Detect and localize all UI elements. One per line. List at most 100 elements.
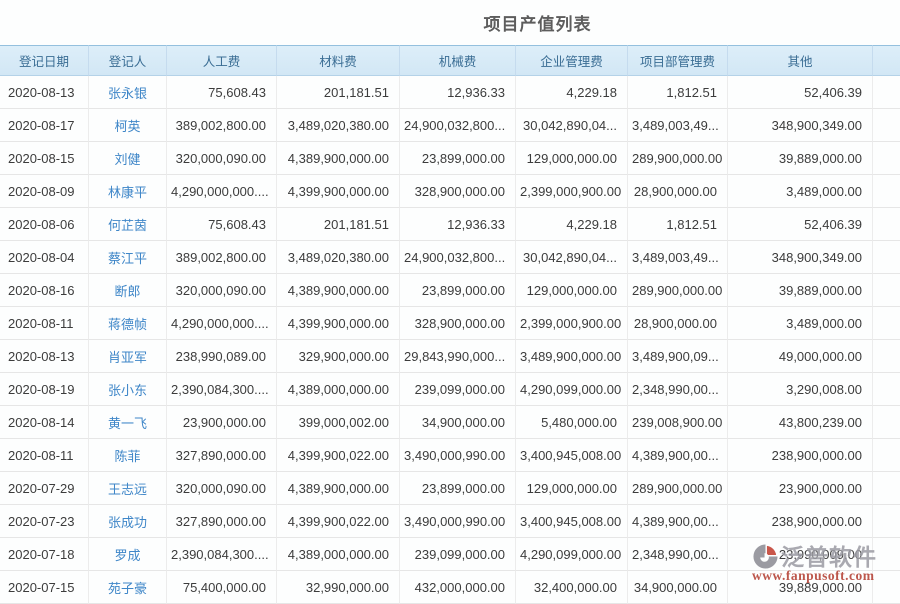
cell-material_cost: 4,389,900,000.00 [277, 274, 400, 307]
registrant-link[interactable]: 断郎 [114, 283, 141, 299]
cell-project_dept_mgmt_fee: 34,900,000.00 [628, 571, 728, 604]
cell-spacer [873, 175, 900, 208]
cell-spacer [873, 241, 900, 274]
cell-enterprise_mgmt_fee: 4,229.18 [516, 76, 628, 109]
cell-spacer [873, 109, 900, 142]
cell-date: 2020-08-09 [0, 175, 89, 208]
cell-registrant: 张小东 [89, 373, 167, 406]
table-row: 2020-07-18 罗成 2,390,084,300.... 4,389,000,0… [0, 538, 900, 571]
cell-machinery_cost: 432,000,000.00 [400, 571, 516, 604]
cell-enterprise_mgmt_fee: 3,400,945,008.00 [516, 439, 628, 472]
registrant-link[interactable]: 肖亚军 [107, 349, 147, 365]
cell-enterprise_mgmt_fee: 129,000,000.00 [516, 142, 628, 175]
column-header-spacer [873, 45, 900, 76]
registrant-link[interactable]: 陈菲 [114, 448, 141, 464]
table-row: 2020-08-06 何芷茵 75,608.43 201,181.51 12,936.3… [0, 208, 900, 241]
cell-labor_cost: 75,608.43 [167, 208, 277, 241]
cell-other: 3,290,008.00 [728, 373, 873, 406]
table-row: 2020-08-11 蒋德帧 4,290,000,000.... 4,399,900,… [0, 307, 900, 340]
cell-project_dept_mgmt_fee: 1,812.51 [628, 76, 728, 109]
registrant-link[interactable]: 柯英 [114, 118, 141, 134]
project-output-value-table: 登记日期 登记人 人工费 材料费 机械费 企业管理费 项目部管理费 其他 2020-08-13… [0, 45, 900, 604]
cell-material_cost: 3,489,020,380.00 [277, 241, 400, 274]
cell-date: 2020-07-29 [0, 472, 89, 505]
cell-enterprise_mgmt_fee: 5,480,000.00 [516, 406, 628, 439]
registrant-link[interactable]: 张永银 [107, 85, 147, 101]
cell-spacer [873, 406, 900, 439]
cell-project_dept_mgmt_fee: 239,008,900.00 [628, 406, 728, 439]
cell-registrant: 断郎 [89, 274, 167, 307]
registrant-link[interactable]: 张成功 [107, 514, 147, 530]
cell-enterprise_mgmt_fee: 32,400,000.00 [516, 571, 628, 604]
cell-machinery_cost: 12,936.33 [400, 76, 516, 109]
cell-project_dept_mgmt_fee: 4,389,900,00... [628, 505, 728, 538]
cell-enterprise_mgmt_fee: 129,000,000.00 [516, 274, 628, 307]
column-header-registrant[interactable]: 登记人 [89, 45, 167, 76]
table-row: 2020-08-13 肖亚军 238,990,089.00 329,900,000.0… [0, 340, 900, 373]
registrant-link[interactable]: 张小东 [107, 382, 147, 398]
cell-machinery_cost: 328,900,000.00 [400, 307, 516, 340]
column-header-machinery_cost[interactable]: 机械费 [400, 45, 516, 76]
cell-project_dept_mgmt_fee: 289,900,000.00 [628, 142, 728, 175]
registrant-link[interactable]: 刘健 [114, 151, 141, 167]
cell-registrant: 张成功 [89, 505, 167, 538]
registrant-link[interactable]: 林康平 [107, 184, 147, 200]
cell-registrant: 陈菲 [89, 439, 167, 472]
table-row: 2020-07-23 张成功 327,890,000.00 4,399,900,022… [0, 505, 900, 538]
column-header-enterprise_mgmt_fee[interactable]: 企业管理费 [516, 45, 628, 76]
cell-material_cost: 4,389,000,000.00 [277, 538, 400, 571]
cell-machinery_cost: 23,899,000.00 [400, 472, 516, 505]
cell-project_dept_mgmt_fee: 289,900,000.00 [628, 274, 728, 307]
cell-material_cost: 4,389,000,000.00 [277, 373, 400, 406]
page-title: 项目产值列表 [483, 15, 592, 34]
cell-spacer [873, 373, 900, 406]
table-row: 2020-08-13 张永银 75,608.43 201,181.51 12,936.3… [0, 76, 900, 109]
registrant-link[interactable]: 王志远 [107, 481, 147, 497]
cell-other: 3,489,000.00 [728, 307, 873, 340]
cell-project_dept_mgmt_fee: 28,900,000.00 [628, 307, 728, 340]
cell-registrant: 林康平 [89, 175, 167, 208]
cell-registrant: 刘健 [89, 142, 167, 175]
cell-other: 52,406.39 [728, 76, 873, 109]
cell-machinery_cost: 23,899,000.00 [400, 274, 516, 307]
cell-registrant: 蒋德帧 [89, 307, 167, 340]
cell-spacer [873, 505, 900, 538]
cell-registrant: 蔡江平 [89, 241, 167, 274]
registrant-link[interactable]: 何芷茵 [107, 217, 147, 233]
cell-spacer [873, 76, 900, 109]
cell-date: 2020-08-13 [0, 76, 89, 109]
column-header-project_dept_mgmt_fee[interactable]: 项目部管理费 [628, 45, 728, 76]
cell-other: 238,900,000.00 [728, 439, 873, 472]
table-row: 2020-08-04 蔡江平 389,002,800.00 3,489,020,380… [0, 241, 900, 274]
registrant-link[interactable]: 蔡江平 [107, 250, 147, 266]
header-row: 登记日期 登记人 人工费 材料费 机械费 企业管理费 项目部管理费 其他 [0, 45, 900, 76]
cell-material_cost: 4,399,900,000.00 [277, 175, 400, 208]
registrant-link[interactable]: 黄一飞 [107, 415, 147, 431]
cell-enterprise_mgmt_fee: 3,400,945,008.00 [516, 505, 628, 538]
registrant-link[interactable]: 罗成 [114, 547, 141, 563]
cell-registrant: 黄一飞 [89, 406, 167, 439]
registrant-link[interactable]: 苑子豪 [107, 580, 147, 596]
cell-other: 39,889,000.00 [728, 142, 873, 175]
cell-labor_cost: 238,990,089.00 [167, 340, 277, 373]
cell-project_dept_mgmt_fee: 3,489,003,49... [628, 109, 728, 142]
cell-registrant: 王志远 [89, 472, 167, 505]
cell-date: 2020-07-18 [0, 538, 89, 571]
cell-labor_cost: 75,400,000.00 [167, 571, 277, 604]
cell-date: 2020-08-17 [0, 109, 89, 142]
cell-other: 52,406.39 [728, 208, 873, 241]
registrant-link[interactable]: 蒋德帧 [107, 316, 147, 332]
cell-date: 2020-08-14 [0, 406, 89, 439]
cell-material_cost: 3,489,020,380.00 [277, 109, 400, 142]
cell-spacer [873, 340, 900, 373]
cell-material_cost: 4,389,900,000.00 [277, 142, 400, 175]
cell-material_cost: 329,900,000.00 [277, 340, 400, 373]
cell-labor_cost: 327,890,000.00 [167, 505, 277, 538]
column-header-date[interactable]: 登记日期 [0, 45, 89, 76]
column-header-material_cost[interactable]: 材料费 [277, 45, 400, 76]
column-header-other[interactable]: 其他 [728, 45, 873, 76]
cell-project_dept_mgmt_fee: 2,348,990,00... [628, 373, 728, 406]
cell-machinery_cost: 239,099,000.00 [400, 538, 516, 571]
column-header-labor_cost[interactable]: 人工费 [167, 45, 277, 76]
cell-date: 2020-08-13 [0, 340, 89, 373]
